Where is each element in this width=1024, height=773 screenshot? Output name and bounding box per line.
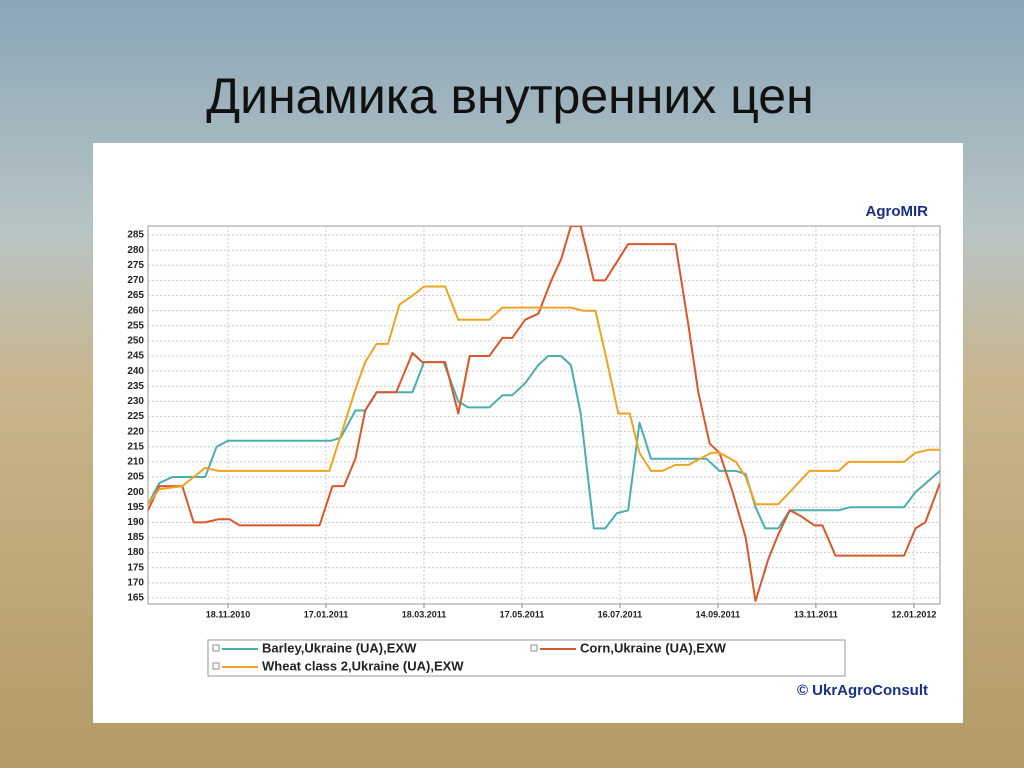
legend-label: Corn,Ukraine (UA),EXW bbox=[580, 640, 727, 655]
legend-checkbox bbox=[530, 644, 538, 652]
legend-checkbox bbox=[212, 662, 220, 670]
legend-checkbox bbox=[212, 644, 220, 652]
y-tick-label: 240 bbox=[127, 366, 144, 377]
x-tick-label: 12.01.2012 bbox=[891, 609, 936, 619]
x-tick-label: 17.05.2011 bbox=[500, 609, 545, 619]
x-tick-label: 13.11.2011 bbox=[794, 609, 838, 619]
x-tick-label: 16.07.2011 bbox=[598, 609, 643, 619]
grid bbox=[148, 226, 940, 604]
axes: 165 170 175 180 185 190 195 200 205 210 215 220 225 2… bbox=[127, 230, 936, 620]
y-tick-label: 205 bbox=[127, 472, 144, 483]
y-tick-label: 275 bbox=[127, 260, 144, 271]
x-tick-label: 17.01.2011 bbox=[304, 609, 349, 619]
x-tick-label: 18.03.2011 bbox=[402, 609, 447, 619]
legend-box bbox=[207, 639, 846, 677]
y-tick-label: 220 bbox=[127, 426, 144, 437]
y-tick-label: 265 bbox=[127, 290, 144, 301]
y-tick-label: 195 bbox=[127, 502, 144, 513]
y-tick-label: 235 bbox=[127, 381, 144, 392]
y-tick-label: 255 bbox=[127, 320, 144, 331]
chart-source: © UkrAgroConsult bbox=[797, 682, 928, 699]
y-tick-label: 185 bbox=[127, 532, 144, 543]
y-tick-label: 230 bbox=[127, 396, 144, 407]
legend-label: Wheat class 2,Ukraine (UA),EXW bbox=[262, 658, 464, 673]
series-line bbox=[148, 285, 940, 506]
y-tick-label: 260 bbox=[127, 305, 144, 316]
x-tick-label: 18.11.2010 bbox=[206, 609, 251, 619]
y-tick-label: 165 bbox=[127, 593, 144, 604]
slide-title: Динамика внутренних цен bbox=[206, 68, 813, 124]
y-tick-label: 170 bbox=[127, 577, 144, 588]
legend: Barley,Ukraine (UA),EXW Corn,Ukraine (UA)… bbox=[212, 640, 727, 673]
lines bbox=[148, 226, 940, 602]
y-tick-label: 210 bbox=[127, 457, 144, 468]
y-tick-label: 280 bbox=[127, 245, 144, 256]
y-tick-label: 180 bbox=[127, 547, 144, 558]
legend-label: Barley,Ukraine (UA),EXW bbox=[262, 640, 417, 655]
series-line bbox=[148, 226, 940, 602]
y-tick-label: 215 bbox=[127, 441, 144, 452]
y-tick-label: 200 bbox=[127, 487, 144, 498]
series-line bbox=[148, 355, 940, 530]
y-tick-label: 250 bbox=[127, 336, 144, 347]
y-tick-label: 245 bbox=[127, 351, 144, 362]
y-tick-label: 225 bbox=[127, 411, 144, 422]
y-tick-label: 175 bbox=[127, 562, 144, 573]
y-tick-label: 270 bbox=[127, 275, 144, 286]
chart-panel bbox=[93, 143, 963, 723]
x-tick-label: 14.09.2011 bbox=[696, 609, 741, 619]
plot-frame bbox=[147, 225, 941, 605]
chart-brand: AgroMIR bbox=[866, 203, 929, 220]
y-tick-label: 285 bbox=[127, 230, 144, 241]
y-tick-label: 190 bbox=[127, 517, 144, 528]
